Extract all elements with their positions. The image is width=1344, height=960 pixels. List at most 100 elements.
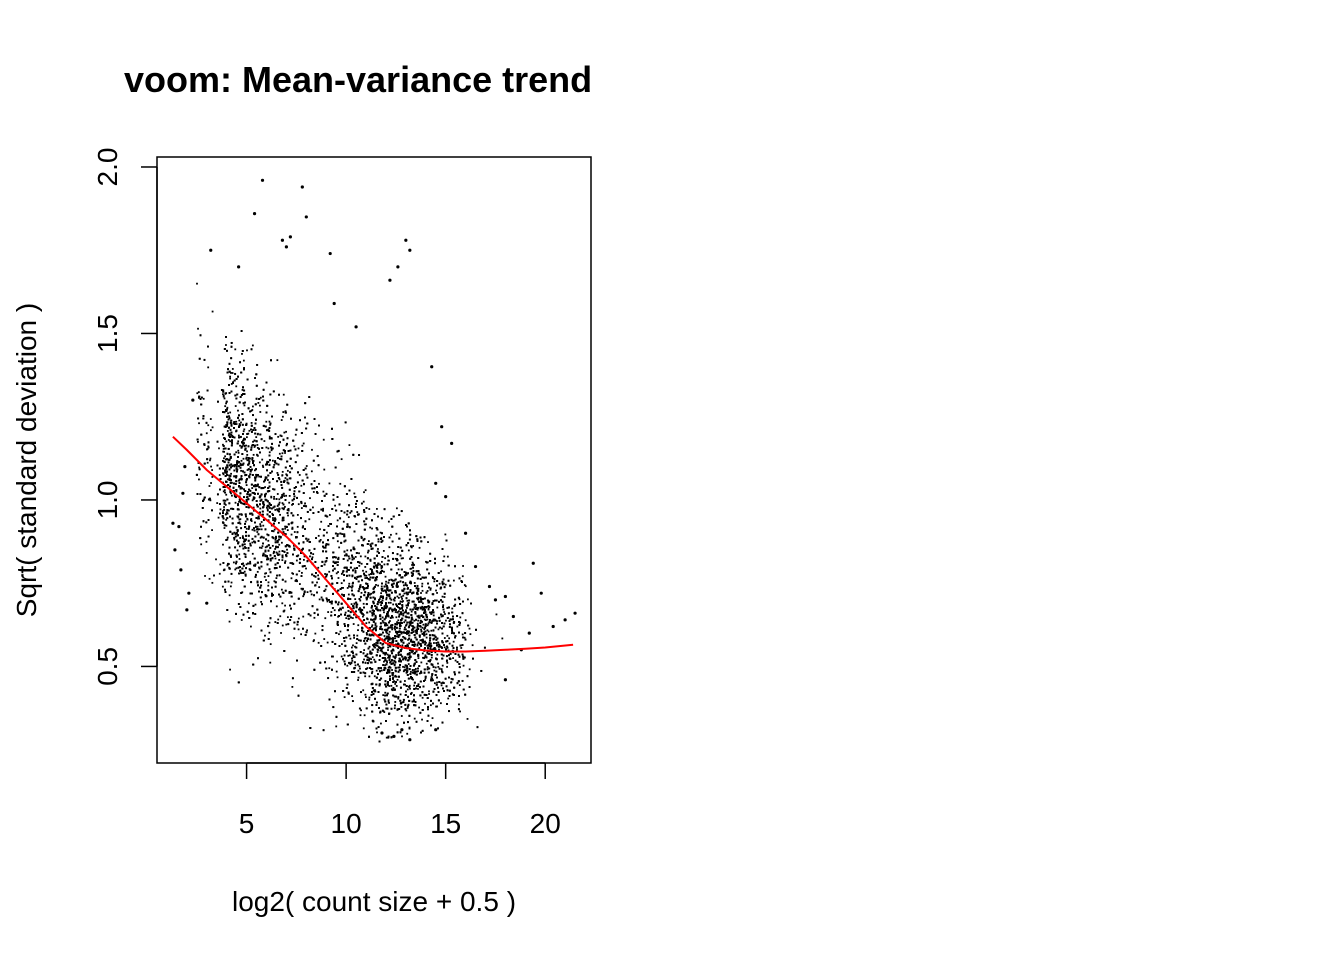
data-point [279,513,281,516]
data-point [335,670,338,673]
data-point [294,433,297,436]
data-point [343,696,346,699]
data-point [352,623,355,625]
data-point [264,549,267,552]
data-point [295,559,298,562]
data-point [288,495,291,497]
data-point [289,471,291,474]
data-point [312,506,314,509]
data-point [357,676,360,679]
data-point [276,508,278,511]
data-point [452,657,454,659]
data-point [274,548,277,550]
data-point [290,577,293,580]
data-point [473,564,478,569]
data-point [365,570,368,573]
data-point [222,447,225,450]
data-point [375,584,377,586]
data-point [339,482,342,485]
data-point [501,637,504,640]
data-point [380,592,383,595]
data-point [458,684,461,687]
data-point [387,700,390,703]
data-point [251,344,254,347]
data-point [403,592,406,595]
data-point [362,615,364,618]
data-point [389,601,392,604]
data-point [275,551,278,554]
data-point [293,637,296,640]
data-point [245,436,248,439]
data-point [229,440,231,443]
data-point [256,531,259,533]
data-point [351,650,354,653]
data-point [278,501,281,504]
data-point [207,366,210,369]
data-point [226,423,229,426]
data-point [403,621,406,624]
data-point [328,251,332,256]
data-point [341,533,344,536]
data-point [430,365,434,369]
data-point [539,591,543,595]
data-point [399,658,402,661]
data-point [376,571,379,574]
data-point [404,238,408,242]
data-point [306,591,309,594]
data-point [241,591,244,594]
data-point [300,571,303,574]
data-point [373,675,376,678]
data-point [252,453,255,456]
data-point [272,517,274,519]
data-point [413,582,416,584]
data-point [426,618,429,621]
data-point [362,727,365,730]
data-point [328,667,331,670]
data-point [301,444,304,447]
data-point [280,435,283,438]
data-point [380,560,383,563]
data-point [369,576,372,579]
data-point [385,591,388,594]
data-point [347,625,349,628]
data-point [296,525,299,528]
data-point [198,466,201,469]
data-point [306,629,308,632]
data-point [402,670,405,673]
data-point [327,611,330,613]
data-point [272,530,275,533]
data-point [429,647,432,650]
data-point [386,653,389,656]
data-point [404,704,407,706]
data-point [416,622,419,625]
data-point [297,447,300,450]
data-point [319,528,321,531]
data-point [440,425,444,429]
data-point [356,511,359,514]
data-point [340,586,343,589]
data-point [468,668,471,671]
data-point [371,656,374,659]
data-point [335,572,338,575]
data-point [417,587,420,590]
data-point [410,546,413,549]
data-point [422,639,424,642]
data-point [286,469,289,472]
data-point [223,489,226,492]
data-point [225,493,228,496]
data-point [440,682,443,685]
data-point [487,584,492,589]
data-point [243,543,246,546]
data-point [284,525,286,528]
data-point [402,614,405,617]
data-point [394,701,397,703]
data-point [258,475,261,478]
data-point [251,541,254,544]
data-point [385,736,388,739]
data-point [281,559,284,562]
data-point [407,591,410,594]
data-point [464,619,467,622]
data-point [269,423,272,426]
data-point [206,461,209,464]
data-point [230,472,232,475]
